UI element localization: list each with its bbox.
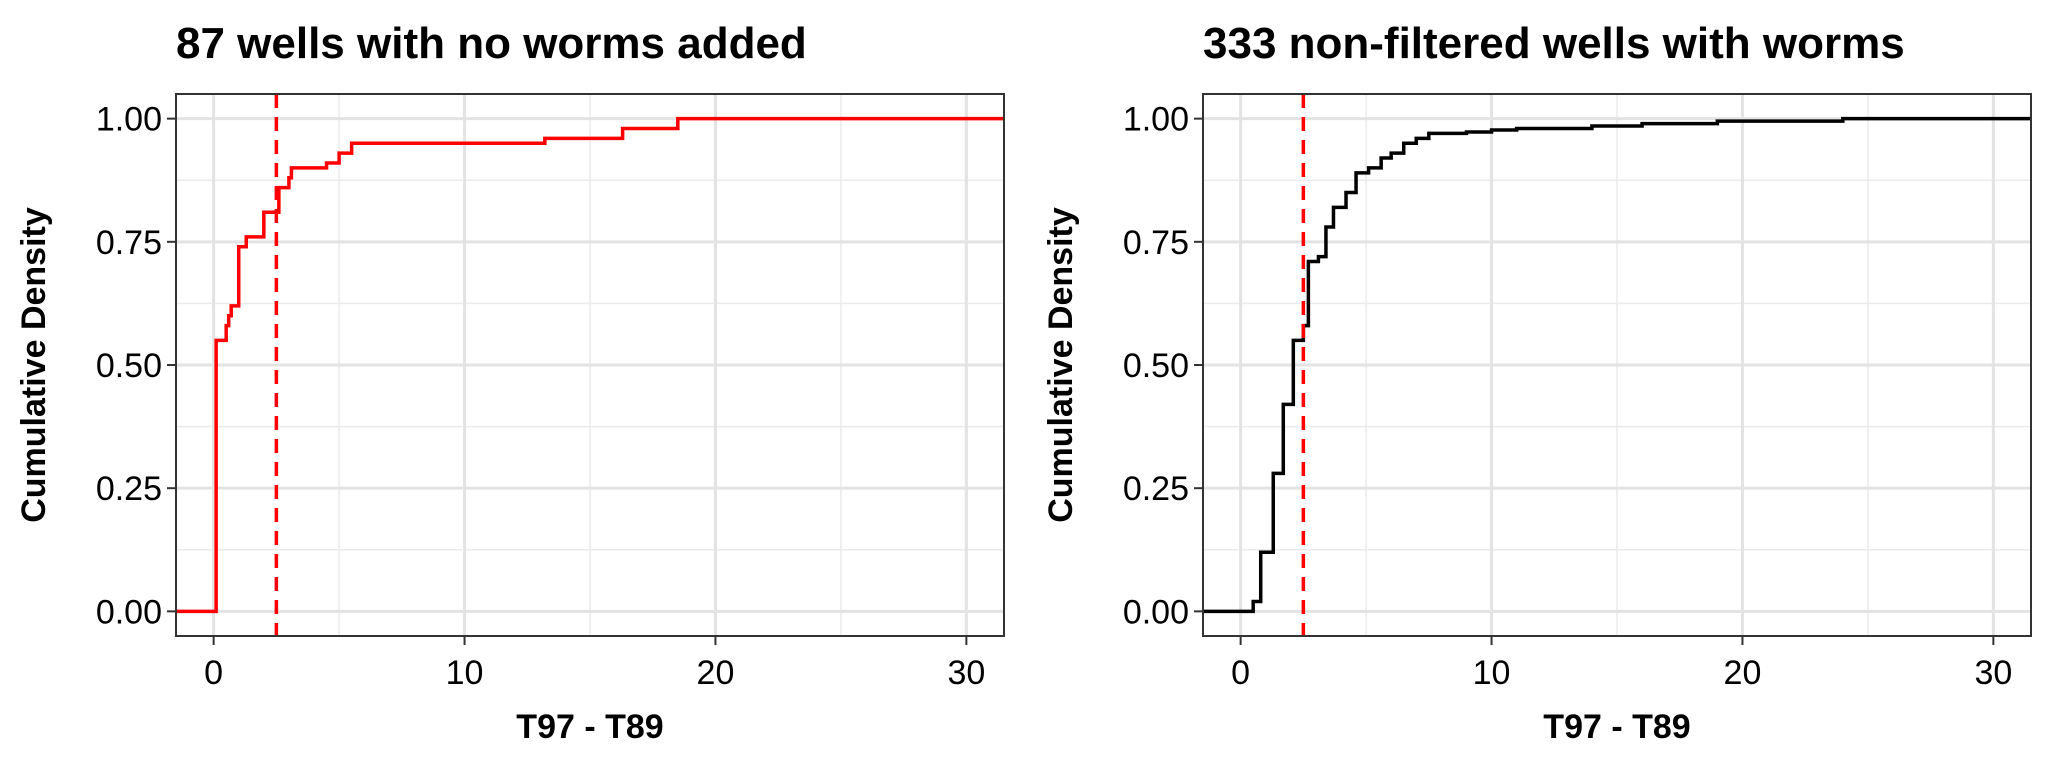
- x-tick-label: 0: [1231, 654, 1250, 692]
- panel-1: 0 10 20 30 0.00 0.25 0.50 0.75 1.00 87 wells with…: [15, 19, 1005, 746]
- y-tick-label: 1.00: [1123, 101, 1189, 139]
- x-tick-label: 30: [947, 654, 985, 692]
- chart-title: 333 non-filtered wells with worms: [1203, 19, 1905, 68]
- x-tick-label: 20: [1724, 654, 1762, 692]
- y-tick-label: 0.00: [96, 593, 162, 631]
- x-tick-label: 10: [446, 654, 484, 692]
- y-tick-label: 0.00: [1123, 593, 1189, 631]
- panel-2: 0 10 20 30 0.00 0.25 0.50 0.75 1.00 333 non-filte…: [1042, 19, 2032, 746]
- x-tick-label: 0: [204, 654, 223, 692]
- y-tick-label: 0.25: [96, 470, 162, 508]
- x-tick-label: 30: [1974, 654, 2012, 692]
- x-axis-label: T97 - T89: [1543, 708, 1690, 746]
- ecdf-line: [176, 116, 1004, 614]
- y-tick-label: 0.50: [96, 347, 162, 385]
- ecdf-line: [1203, 116, 2031, 614]
- y-axis-label: Cumulative Density: [15, 207, 53, 523]
- chart-title: 87 wells with no worms added: [176, 19, 807, 68]
- x-axis-label: T97 - T89: [516, 708, 663, 746]
- y-tick-label: 1.00: [96, 101, 162, 139]
- x-tick-label: 10: [1473, 654, 1511, 692]
- y-tick-label: 0.25: [1123, 470, 1189, 508]
- y-tick-label: 0.75: [1123, 224, 1189, 262]
- y-tick-label: 0.50: [1123, 347, 1189, 385]
- y-tick-label: 0.75: [96, 224, 162, 262]
- x-tick-label: 20: [697, 654, 735, 692]
- y-axis-label: Cumulative Density: [1042, 207, 1080, 523]
